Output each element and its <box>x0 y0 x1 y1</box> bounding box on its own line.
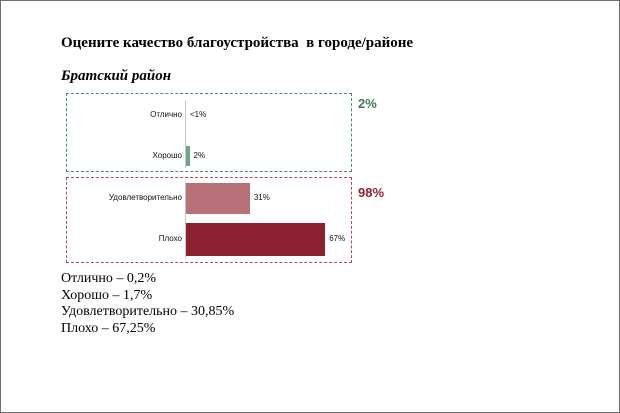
note-poor: Плохо – 67,25% <box>61 320 156 336</box>
note-good: Хорошо – 1,7% <box>61 287 153 303</box>
bar-value-excellent: <1% <box>190 110 207 119</box>
category-label-poor: Плохо <box>158 234 182 243</box>
negative-group-total: 98% <box>358 185 385 200</box>
bar-value-good: 2% <box>193 151 206 160</box>
bar-value-satisfactory: 31% <box>253 193 270 202</box>
exact-values-list: Отлично – 0,2% Хорошо – 1,7% Удовлетвори… <box>61 271 234 337</box>
bar-satisfactory <box>186 182 250 214</box>
district-subtitle: Братский район <box>61 68 172 84</box>
axis-line-negative <box>185 181 186 259</box>
note-excellent: Отлично – 0,2% <box>61 271 157 286</box>
bar-good <box>186 146 190 166</box>
axis-line-positive <box>185 100 186 168</box>
category-label-satisfactory: Удовлетворительно <box>108 193 182 202</box>
positive-group-box <box>66 93 352 172</box>
bar-poor <box>186 222 326 256</box>
note-satisfactory: Удовлетворительно – 30,85% <box>61 304 235 319</box>
category-label-excellent: Отлично <box>150 110 182 119</box>
negative-group-box <box>66 177 352 263</box>
positive-group-total: 2% <box>358 96 377 111</box>
slide-title: Оцените качество благоустройства в город… <box>61 35 414 51</box>
bar-value-poor: 67% <box>329 234 346 243</box>
category-label-good: Хорошо <box>152 151 182 160</box>
